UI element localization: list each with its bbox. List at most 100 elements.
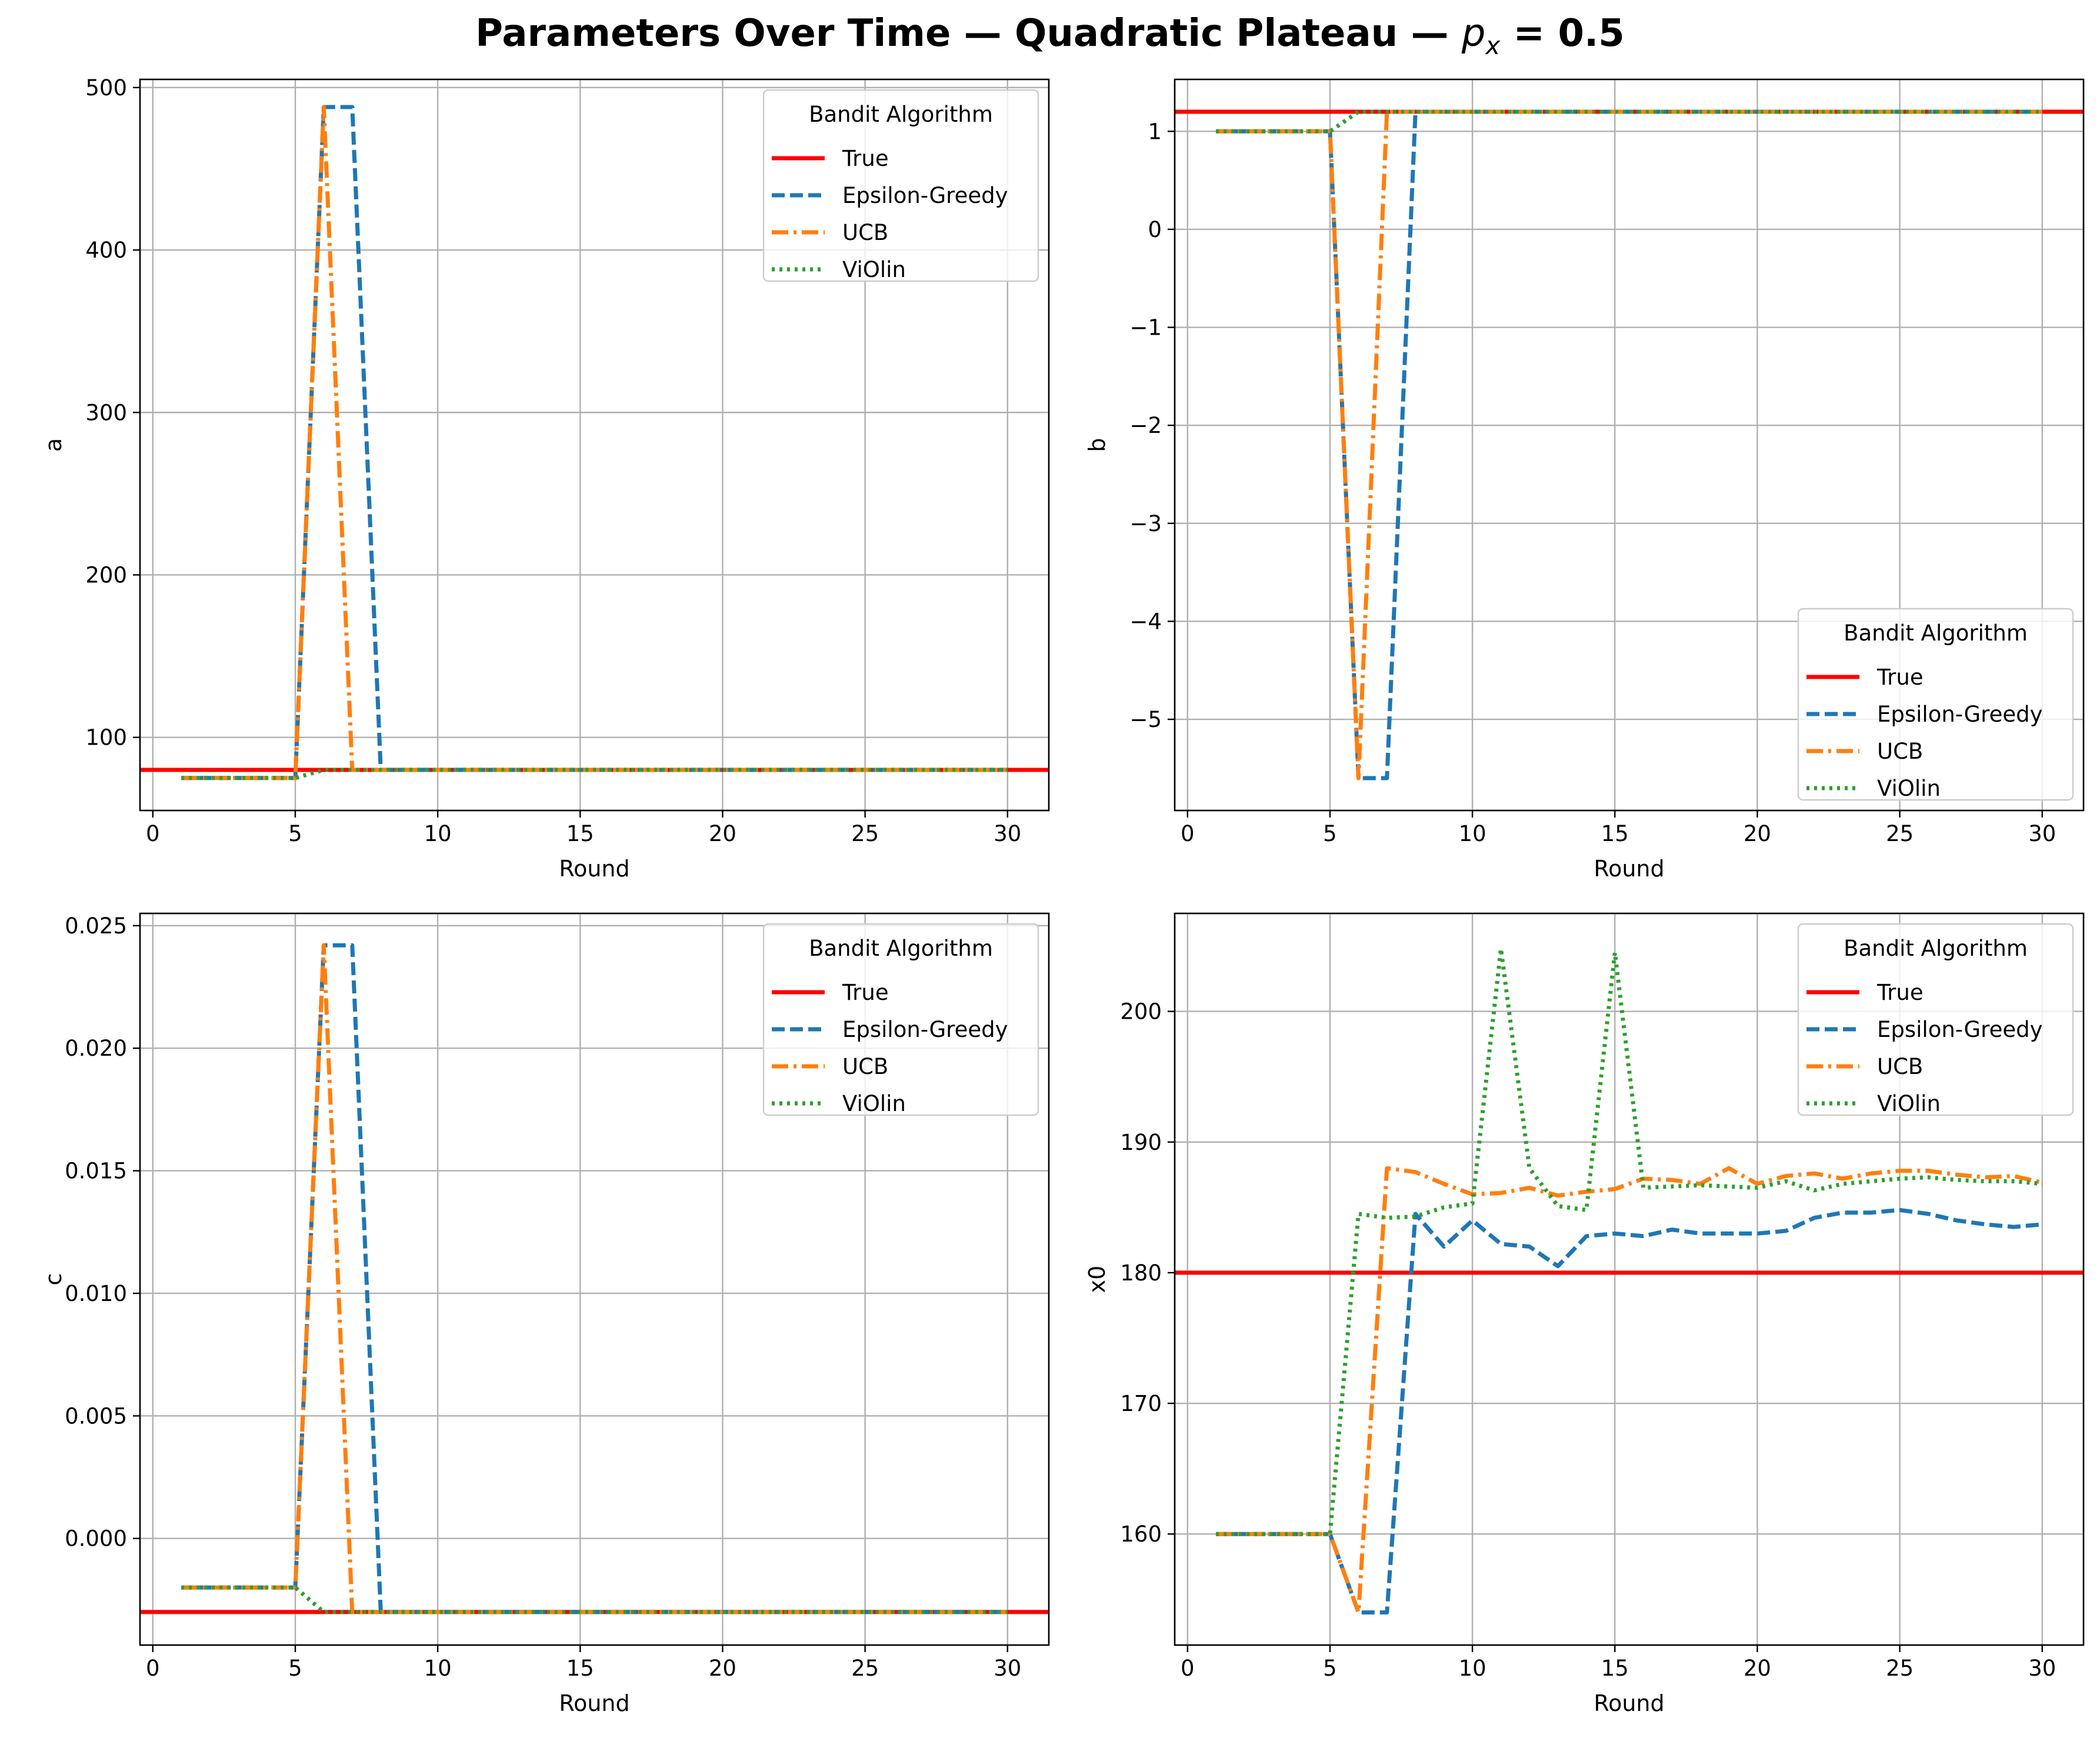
y-tick-label: 170 — [1120, 1391, 1162, 1416]
legend-label-epsilon-greedy: Epsilon-Greedy — [1877, 1017, 2042, 1042]
x-tick-label: 0 — [1181, 1656, 1195, 1681]
x-tick-label: 15 — [566, 1656, 594, 1681]
y-tick-label: 190 — [1120, 1130, 1162, 1155]
x-tick-label: 5 — [1323, 1656, 1337, 1681]
legend-label-true: True — [842, 146, 889, 171]
subplot-b: 0 5 10 15 20 25 30 −5 −4 −3 −2 −1 0 1 Round b Bandit Alg… — [1084, 78, 2085, 882]
x-tick-label: 20 — [709, 1656, 736, 1681]
x-tick-label: 10 — [424, 821, 452, 846]
y-axis-label: b — [1084, 438, 1110, 452]
series-line-violin — [181, 1585, 1008, 1614]
legend-label-epsilon-greedy: Epsilon-Greedy — [1877, 702, 2042, 727]
x-tick-label: 20 — [1744, 821, 1771, 846]
series-line-epsilon-greedy — [1216, 109, 2042, 780]
legend-label-violin: ViOlin — [1877, 776, 1941, 801]
y-tick-label: 200 — [1120, 999, 1162, 1025]
legend: Bandit Algorithm True Epsilon-Greedy UCB ViO… — [1797, 923, 2074, 1116]
x-axis-label: Round — [559, 1690, 629, 1716]
x-tick-label: 10 — [424, 1656, 452, 1681]
legend-label-violin: ViOlin — [842, 1091, 906, 1116]
figure-title: Parameters Over Time — Quadratic Plateau… — [0, 12, 2100, 60]
figure-title-symbol: p — [1461, 12, 1486, 55]
x-tick-label: 15 — [566, 821, 594, 846]
axes-frame — [139, 912, 1050, 1646]
axes-frame — [139, 78, 1050, 812]
subplot-a: 0 5 10 15 20 25 30 100 200 300 400 500 Round a Bandit … — [41, 75, 1050, 882]
series-group — [1175, 109, 2084, 780]
y-tick-label: 1 — [1148, 119, 1162, 144]
legend-title: Bandit Algorithm — [809, 102, 993, 127]
x-axis-label: Round — [559, 856, 629, 882]
x-tick-label: 30 — [2028, 821, 2056, 846]
x-axis-label: Round — [1594, 856, 1664, 882]
series-line-violin — [1216, 109, 2042, 134]
figure-title-subscript: x — [1485, 31, 1501, 60]
x-tick-label: 20 — [1744, 1656, 1771, 1681]
y-tick-label: 180 — [1120, 1260, 1162, 1286]
y-tick-label: 0.015 — [65, 1159, 127, 1184]
legend-box — [1797, 923, 2074, 1116]
series-group — [1175, 946, 2084, 1614]
y-tick-label: 200 — [85, 562, 127, 588]
x-tick-label: 5 — [1323, 821, 1337, 846]
x-tick-label: 0 — [146, 1656, 160, 1681]
x-tick-label: 30 — [2028, 1656, 2056, 1681]
series-group — [140, 943, 1049, 1614]
x-tick-label: 0 — [1181, 821, 1195, 846]
y-tick-label: 500 — [85, 75, 127, 101]
x-tick-label: 5 — [288, 1656, 302, 1681]
legend-label-epsilon-greedy: Epsilon-Greedy — [842, 183, 1008, 208]
x-tick-label: 30 — [994, 1656, 1021, 1681]
y-tick-label: 0.005 — [65, 1403, 127, 1429]
x-tick-label: 15 — [1601, 821, 1629, 846]
x-tick-label: 25 — [851, 821, 879, 846]
figure-title-prefix: Parameters Over Time — Quadratic Plateau… — [475, 12, 1462, 55]
legend-label-ucb: UCB — [1877, 739, 1923, 764]
legend-label-epsilon-greedy: Epsilon-Greedy — [842, 1017, 1008, 1042]
y-tick-label: 0 — [1148, 217, 1162, 242]
x-tick-label: 15 — [1601, 1656, 1629, 1681]
x-tick-label: 25 — [851, 1656, 879, 1681]
y-tick-label: −4 — [1129, 609, 1162, 634]
x-tick-label: 20 — [709, 821, 736, 846]
y-axis-label: x0 — [1084, 1266, 1110, 1293]
subplot-x0: 0 5 10 15 20 25 30 160 170 180 190 200 Round x0 Bandit… — [1084, 912, 2085, 1716]
x-tick-label: 10 — [1459, 1656, 1486, 1681]
axes-frame — [1174, 912, 2085, 1646]
legend-label-violin: ViOlin — [1877, 1091, 1941, 1116]
legend-box — [1797, 608, 2074, 801]
y-tick-label: 160 — [1120, 1522, 1162, 1547]
y-tick-label: 0.025 — [65, 913, 127, 939]
x-tick-label: 25 — [1886, 1656, 1914, 1681]
figure-title-suffix: = 0.5 — [1500, 12, 1625, 55]
legend-label-violin: ViOlin — [842, 257, 906, 282]
y-tick-label: 0.020 — [65, 1036, 127, 1061]
legend: Bandit Algorithm True Epsilon-Greedy UCB ViO… — [762, 89, 1039, 282]
x-tick-label: 25 — [1886, 821, 1914, 846]
series-line-ucb — [1216, 1166, 2043, 1614]
y-axis-label: c — [41, 1273, 66, 1286]
y-tick-label: −5 — [1129, 707, 1162, 732]
subplot-c: 0 5 10 15 20 25 30 0.000 0.005 0.010 0.015 0.020 0.0… — [41, 912, 1050, 1716]
y-axis-label: a — [41, 438, 66, 452]
series-line-ucb — [1216, 109, 2042, 780]
y-tick-label: 300 — [85, 400, 127, 425]
y-tick-label: −1 — [1129, 315, 1162, 341]
y-tick-label: −2 — [1129, 413, 1162, 438]
legend-label-ucb: UCB — [842, 220, 888, 245]
legend: Bandit Algorithm True Epsilon-Greedy UCB ViO… — [1797, 608, 2074, 801]
legend-label-true: True — [842, 980, 889, 1005]
legend: Bandit Algorithm True Epsilon-Greedy UCB ViO… — [762, 923, 1039, 1116]
legend-label-true: True — [1876, 980, 1924, 1005]
y-tick-label: 400 — [85, 238, 127, 263]
series-line-violin — [181, 768, 1008, 780]
legend-title: Bandit Algorithm — [1844, 621, 2028, 646]
legend-title: Bandit Algorithm — [1844, 936, 2028, 961]
y-tick-label: 0.000 — [65, 1526, 127, 1552]
x-tick-label: 5 — [288, 821, 302, 846]
x-tick-label: 0 — [146, 821, 160, 846]
y-tick-label: 100 — [85, 725, 127, 750]
legend-label-ucb: UCB — [842, 1054, 888, 1079]
series-group — [140, 105, 1049, 780]
